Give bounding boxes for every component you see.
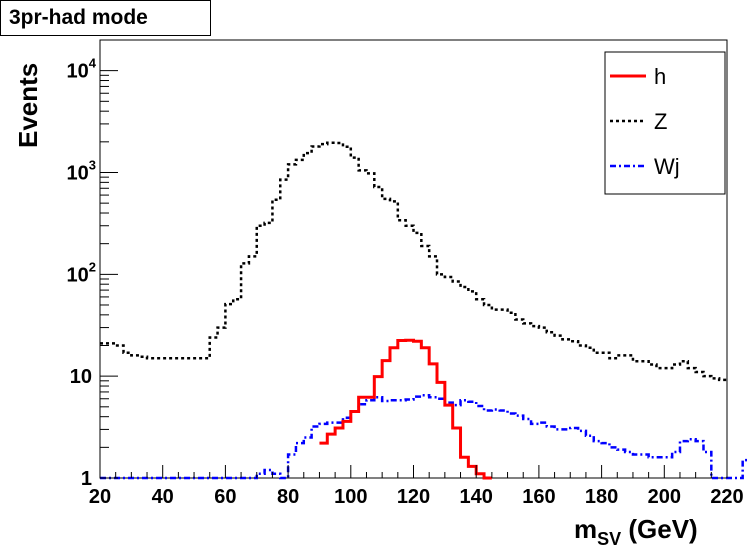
x-tick-label: 120 <box>397 486 430 508</box>
x-tick-label: 180 <box>585 486 618 508</box>
x-tick-label: 220 <box>710 486 743 508</box>
y-tick-label: 1 <box>81 468 92 490</box>
series-line-wj <box>100 393 747 480</box>
y-tick-label: 10 <box>70 366 92 388</box>
chart-title: 3pr-had mode <box>0 0 211 36</box>
x-tick-label: 80 <box>277 486 299 508</box>
y-axis-label: Events <box>13 63 43 148</box>
x-tick-label: 200 <box>648 486 681 508</box>
x-axis-label: mSV (GeV) <box>574 514 698 547</box>
x-tick-label: 20 <box>89 486 111 508</box>
x-tick-label: 60 <box>214 486 236 508</box>
x-tick-label: 40 <box>152 486 174 508</box>
legend-box <box>604 51 726 195</box>
x-tick-label: 100 <box>334 486 367 508</box>
y-tick-label: 102 <box>67 259 96 286</box>
legend-label-z: Z <box>654 109 667 134</box>
y-tick-label: 104 <box>67 56 97 83</box>
series-line-h <box>319 338 492 480</box>
y-tick-label: 103 <box>67 157 96 184</box>
legend-label-h: h <box>654 64 666 89</box>
x-tick-label: 140 <box>460 486 493 508</box>
legend-label-wj: Wj <box>654 154 680 179</box>
x-tick-label: 160 <box>522 486 555 508</box>
